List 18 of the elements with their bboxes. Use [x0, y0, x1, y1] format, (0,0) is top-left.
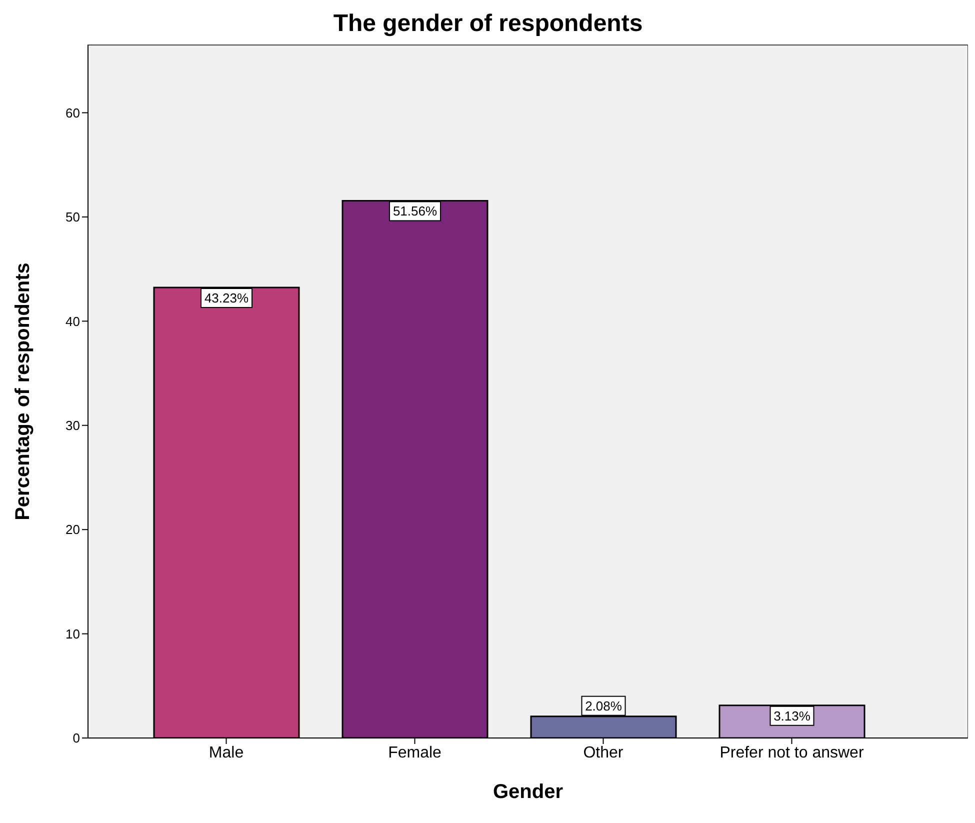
- y-tick-label: 40: [66, 314, 80, 329]
- y-axis-title: Percentage of respondents: [12, 262, 34, 520]
- data-label: 43.23%: [204, 290, 249, 306]
- y-tick-label: 10: [66, 626, 80, 642]
- y-tick-label: 60: [66, 105, 80, 120]
- x-axis-title: Gender: [492, 781, 564, 803]
- data-label: 3.13%: [774, 708, 811, 724]
- x-tick-label: Other: [583, 744, 624, 762]
- x-tick-label: Female: [388, 744, 442, 762]
- y-tick-label: 30: [66, 418, 80, 433]
- data-label: 2.08%: [585, 698, 622, 714]
- y-tick-label: 20: [66, 522, 80, 538]
- y-tick-label: 0: [72, 730, 80, 746]
- data-label: 51.56%: [392, 204, 438, 219]
- y-tick-label: 50: [66, 210, 80, 225]
- x-tick-label: Prefer not to answer: [720, 744, 864, 762]
- x-tick-label: Male: [208, 744, 244, 762]
- chart-title: The gender of respondents: [332, 10, 644, 38]
